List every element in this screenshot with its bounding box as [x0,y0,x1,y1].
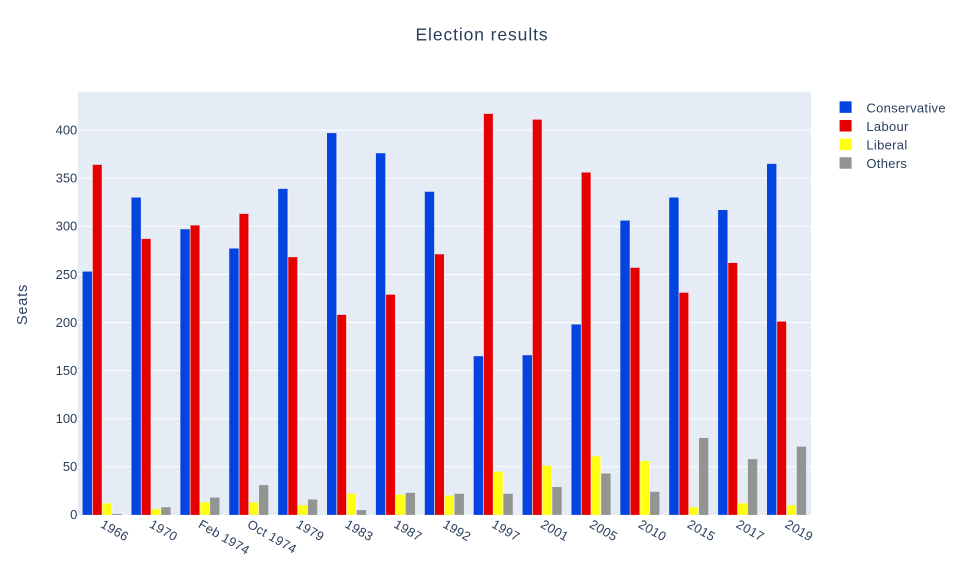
svg-text:50: 50 [63,459,77,474]
svg-text:150: 150 [56,363,78,378]
svg-text:100: 100 [56,411,78,426]
svg-text:250: 250 [56,267,78,282]
svg-text:Conservative: Conservative [866,100,945,115]
svg-text:Others: Others [866,156,907,171]
svg-text:Election results: Election results [415,25,548,45]
svg-text:300: 300 [56,219,78,234]
svg-text:Labour: Labour [866,119,909,134]
svg-text:0: 0 [70,507,77,522]
svg-text:350: 350 [56,171,78,186]
svg-text:Liberal: Liberal [866,138,907,153]
svg-text:Seats: Seats [15,284,31,325]
svg-text:400: 400 [56,122,78,137]
svg-text:200: 200 [56,315,78,330]
